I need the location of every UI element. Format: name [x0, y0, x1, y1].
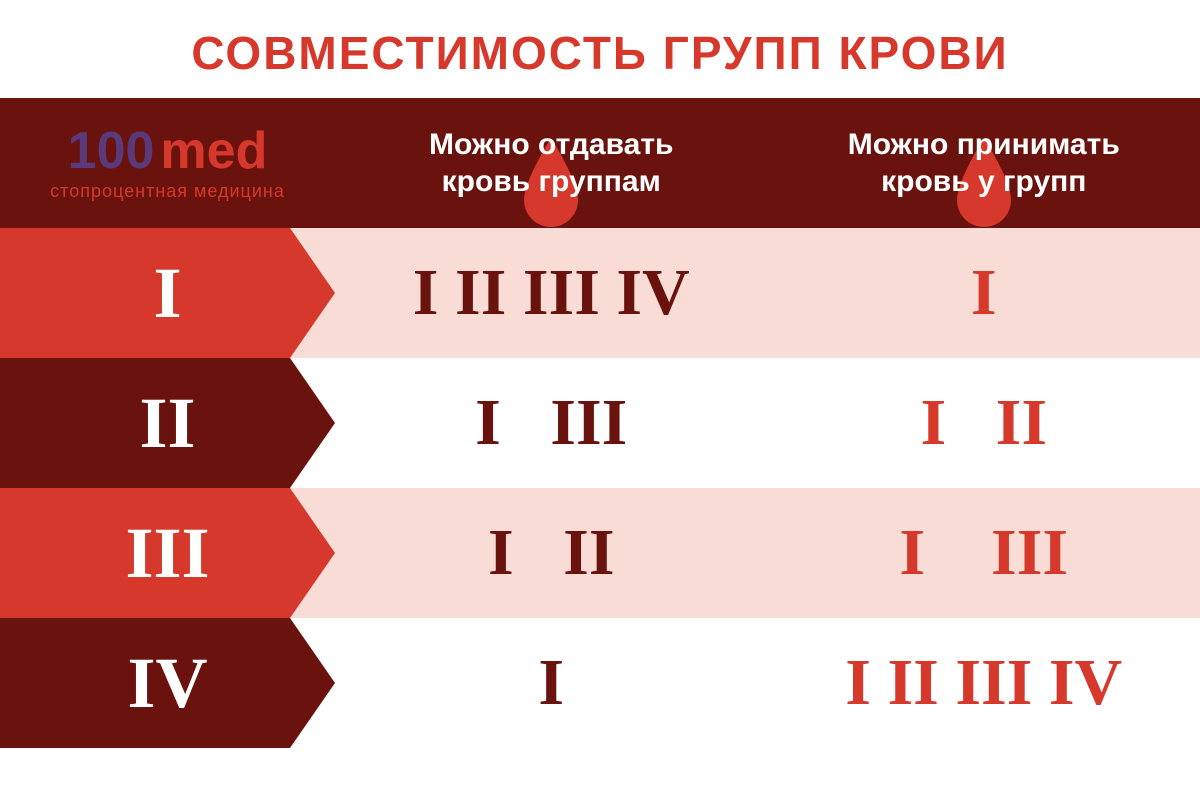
header-col-receive: Можно принимать кровь у групп	[768, 98, 1200, 228]
logo-part-med: med	[160, 125, 267, 177]
table-header-band: 100 med стопроцентная медицина Можно отд…	[0, 98, 1200, 228]
table-row: I I II III IV I	[0, 228, 1200, 358]
cell-donate: I	[335, 618, 768, 748]
table-row: IV I I II III IV	[0, 618, 1200, 748]
row-label: III	[0, 488, 335, 618]
table-row: III I II I III	[0, 488, 1200, 618]
cell-donate: I II III IV	[335, 228, 768, 358]
table-rows: I I II III IV I II I III I II III I II I…	[0, 228, 1200, 748]
logo-tagline: стопроцентная медицина	[50, 181, 285, 202]
logo-part-100: 100	[68, 125, 155, 177]
cell-donate: I II	[335, 488, 768, 618]
logo: 100 med стопроцентная медицина	[0, 98, 335, 228]
cell-receive: I	[768, 228, 1200, 358]
header-col-donate: Можно отдавать кровь группам	[335, 98, 768, 228]
cell-receive: I II III IV	[768, 618, 1200, 748]
cell-receive: I III	[768, 488, 1200, 618]
cell-donate: I III	[335, 358, 768, 488]
row-label: IV	[0, 618, 335, 748]
page-title: СОВМЕСТИМОСТЬ ГРУПП КРОВИ	[0, 0, 1200, 98]
row-label: II	[0, 358, 335, 488]
table-row: II I III I II	[0, 358, 1200, 488]
cell-receive: I II	[768, 358, 1200, 488]
row-label: I	[0, 228, 335, 358]
